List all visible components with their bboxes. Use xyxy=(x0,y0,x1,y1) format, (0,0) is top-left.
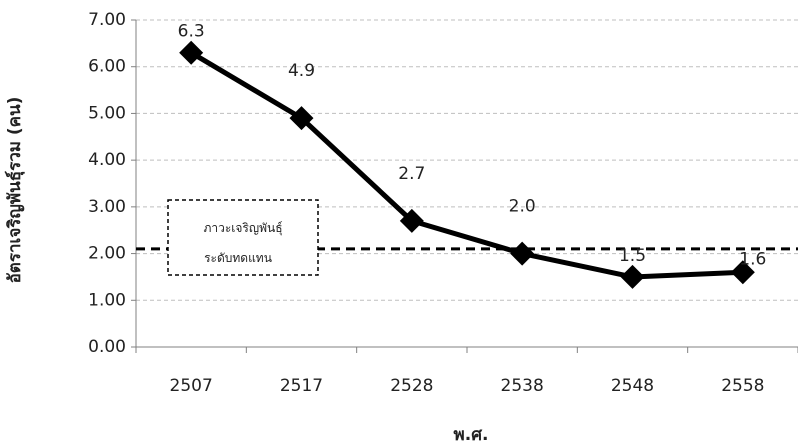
annotation-box xyxy=(167,199,319,276)
data-point-marker xyxy=(510,241,535,266)
data-point-marker xyxy=(179,40,204,65)
data-label: 1.6 xyxy=(739,249,766,269)
data-label: 6.3 xyxy=(178,22,205,42)
y-tick-label: 1.00 xyxy=(88,290,126,310)
y-tick-label: 4.00 xyxy=(88,150,126,170)
axis-layer xyxy=(131,19,798,353)
grid-layer xyxy=(136,19,798,301)
x-tick-label: 2507 xyxy=(170,376,213,396)
data-label-layer: 6.3 4.9 2.7 2.0 1.5 1.6 xyxy=(178,22,767,270)
data-label: 2.0 xyxy=(509,197,536,217)
y-axis-title: อัตราเจริญพันธุ์รวม (คน) xyxy=(4,97,25,284)
data-label: 1.5 xyxy=(619,246,646,266)
x-tick-label: 2558 xyxy=(721,376,764,396)
y-tick-label: 3.00 xyxy=(88,197,126,217)
x-tick-label: 2528 xyxy=(390,376,433,396)
data-label: 4.9 xyxy=(288,61,315,81)
y-tick-label: 6.00 xyxy=(88,57,126,77)
data-label: 2.7 xyxy=(398,164,425,184)
replacement-level-annotation: ภาวะเจริญพันธุ์ ระดับทดแทน xyxy=(167,199,319,276)
data-point-marker xyxy=(399,208,424,233)
tick-label-layer: 0.00 1.00 2.00 3.00 4.00 5.00 6.00 7.00 2507 2517… xyxy=(88,10,764,396)
series-line xyxy=(189,50,743,280)
y-tick-label: 5.00 xyxy=(88,103,126,123)
annotation-line-2: ระดับทดแทน xyxy=(204,251,272,265)
x-tick-label: 2548 xyxy=(611,376,654,396)
data-point-marker xyxy=(730,260,755,285)
series-layer xyxy=(179,40,755,289)
y-tick-label: 2.00 xyxy=(88,244,126,264)
data-point-marker xyxy=(289,106,314,131)
x-tick-label: 2538 xyxy=(501,376,544,396)
annotation-line-1: ภาวะเจริญพันธุ์ xyxy=(203,221,282,236)
y-tick-label: 7.00 xyxy=(88,10,126,30)
y-tick-label: 0.00 xyxy=(88,337,126,357)
x-axis-title: พ.ศ. xyxy=(454,425,489,445)
x-tick-label: 2517 xyxy=(280,376,323,396)
data-point-marker xyxy=(620,264,645,289)
